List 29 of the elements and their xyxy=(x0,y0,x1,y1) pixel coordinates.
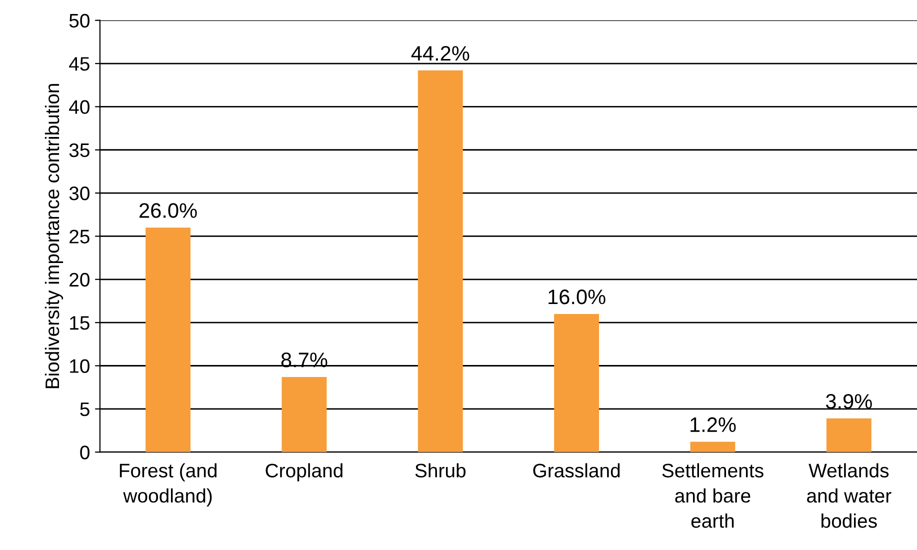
bar xyxy=(418,70,463,452)
data-label: 16.0% xyxy=(548,290,606,304)
y-axis-title: Biodiversity importance contribution xyxy=(44,84,64,388)
y-tick-label: 15 xyxy=(70,316,90,330)
bar xyxy=(690,442,736,452)
data-label: 44.2% xyxy=(411,46,470,61)
y-tick-label: 5 xyxy=(80,402,90,416)
y-tick-label: 35 xyxy=(69,143,90,158)
data-label: 1.2% xyxy=(690,417,736,432)
bar xyxy=(826,418,872,452)
x-tick-label: Cropland xyxy=(266,463,342,482)
bar xyxy=(282,376,327,452)
x-tick-label: Settlements and bare earth xyxy=(662,463,764,528)
bar xyxy=(554,314,600,452)
y-tick-label: 45 xyxy=(69,57,90,71)
y-tick-label: 20 xyxy=(70,272,90,287)
bar xyxy=(146,228,191,452)
y-tick-label: 10 xyxy=(70,359,90,373)
x-tick-label: Wetlands and water bodies xyxy=(807,463,892,528)
y-tick-label: 0 xyxy=(80,446,90,460)
y-tick-label: 30 xyxy=(69,186,90,200)
y-tick-label: 25 xyxy=(70,230,90,244)
x-tick-label: Grassland xyxy=(533,463,620,478)
data-label: 3.9% xyxy=(826,394,872,409)
y-tick-label: 40 xyxy=(69,100,90,114)
data-label: 26.0% xyxy=(140,203,197,218)
x-tick-label: Forest (and woodland) xyxy=(120,463,217,506)
y-tick-label: 50 xyxy=(69,14,90,28)
x-tick-label: Shrub xyxy=(415,463,466,478)
